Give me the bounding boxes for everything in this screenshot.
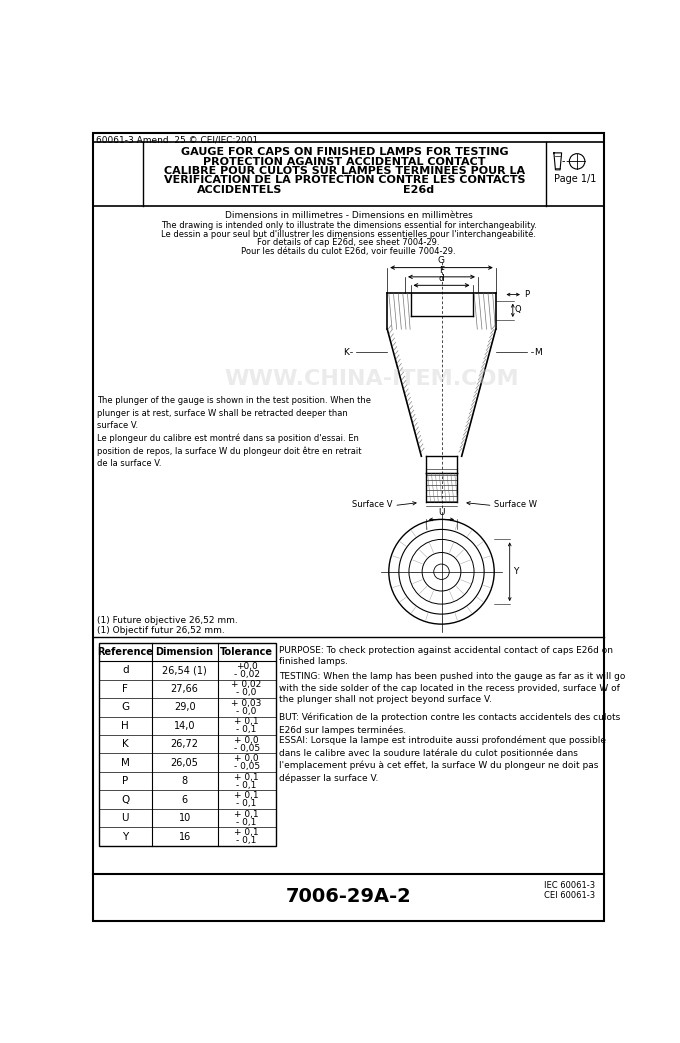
Text: 26,54 (1): 26,54 (1) [163, 665, 207, 675]
Text: M: M [121, 757, 130, 768]
Text: - 0,1: - 0,1 [237, 799, 257, 808]
Text: ACCIDENTELS: ACCIDENTELS [197, 186, 283, 195]
Text: + 0,1: + 0,1 [235, 792, 259, 800]
Text: Dimension: Dimension [156, 647, 214, 657]
Text: K: K [343, 347, 348, 357]
Text: 7006-29A-2: 7006-29A-2 [286, 888, 411, 906]
Text: - 0,1: - 0,1 [237, 818, 257, 826]
Text: K: K [122, 739, 129, 749]
Text: Q: Q [514, 306, 521, 314]
Text: 16: 16 [178, 831, 190, 842]
Text: - 0,0: - 0,0 [237, 688, 257, 697]
Text: Le plongeur du calibre est montré dans sa position d'essai. En
position de repos: Le plongeur du calibre est montré dans s… [97, 433, 361, 468]
Text: + 0,0: + 0,0 [235, 736, 259, 745]
Text: Surface W: Surface W [494, 501, 537, 509]
Text: Surface V: Surface V [352, 501, 392, 509]
Text: The drawing is intended only to illustrate the dimensions essential for intercha: The drawing is intended only to illustra… [160, 221, 537, 229]
Text: 27,66: 27,66 [171, 684, 199, 694]
Text: Page 1/1: Page 1/1 [554, 174, 596, 185]
Text: + 0,1: + 0,1 [235, 718, 259, 726]
Text: d: d [439, 274, 444, 283]
Text: P: P [524, 290, 530, 299]
Text: - 0,1: - 0,1 [237, 836, 257, 845]
Text: 26,72: 26,72 [171, 739, 199, 749]
Text: PURPOSE: To check protection against accidental contact of caps E26d on
finished: PURPOSE: To check protection against acc… [279, 646, 613, 666]
Text: (1) Future objective 26,52 mm.: (1) Future objective 26,52 mm. [97, 615, 237, 625]
Text: U: U [438, 508, 445, 517]
Text: WWW.CHINA-ITEM.COM: WWW.CHINA-ITEM.COM [224, 369, 519, 389]
Text: Pour les détails du culot E26d, voir feuille 7004-29.: Pour les détails du culot E26d, voir feu… [241, 247, 456, 256]
Text: E26d: E26d [403, 186, 434, 195]
Text: CALIBRE POUR CULOTS SUR LAMPES TERMINEES POUR LA: CALIBRE POUR CULOTS SUR LAMPES TERMINEES… [164, 166, 525, 176]
Text: (1) Objectif futur 26,52 mm.: (1) Objectif futur 26,52 mm. [97, 626, 224, 634]
Text: - 0,0: - 0,0 [237, 706, 257, 715]
Text: Y: Y [122, 831, 129, 842]
Text: Q: Q [121, 795, 129, 805]
Text: F: F [122, 684, 129, 694]
Text: Le dessin a pour seul but d'illustrer les dimensions essentielles pour l'interch: Le dessin a pour seul but d'illustrer le… [161, 229, 536, 239]
Text: M: M [534, 347, 542, 357]
Text: + 0,0: + 0,0 [235, 754, 259, 763]
Text: 10: 10 [178, 814, 190, 823]
Text: + 0,03: + 0,03 [231, 699, 262, 708]
Text: - 0,1: - 0,1 [237, 725, 257, 734]
Text: U: U [122, 814, 129, 823]
Text: 8: 8 [182, 776, 188, 786]
Text: 60061-3 Amend. 25 © CEI/IEC:2001: 60061-3 Amend. 25 © CEI/IEC:2001 [96, 136, 258, 145]
Text: - 0,1: - 0,1 [237, 780, 257, 790]
Text: TESTING: When the lamp has been pushed into the gauge as far as it will go
with : TESTING: When the lamp has been pushed i… [279, 672, 625, 704]
Text: The plunger of the gauge is shown in the test position. When the
plunger is at r: The plunger of the gauge is shown in the… [97, 396, 371, 430]
Text: BUT: Vérification de la protection contre les contacts accidentels des culots
E2: BUT: Vérification de la protection contr… [279, 712, 620, 734]
Text: For details of cap E26d, see sheet 7004-29.: For details of cap E26d, see sheet 7004-… [257, 239, 440, 247]
Text: 6: 6 [182, 795, 188, 805]
Text: VERIFICATION DE LA PROTECTION CONTRE LES CONTACTS: VERIFICATION DE LA PROTECTION CONTRE LES… [164, 175, 526, 186]
Text: H: H [122, 721, 129, 731]
Text: - 0,02: - 0,02 [234, 670, 260, 679]
Text: - 0,05: - 0,05 [233, 762, 260, 771]
Text: GAUGE FOR CAPS ON FINISHED LAMPS FOR TESTING: GAUGE FOR CAPS ON FINISHED LAMPS FOR TES… [181, 147, 509, 157]
Text: 29,0: 29,0 [174, 702, 195, 712]
Text: + 0,1: + 0,1 [235, 828, 259, 838]
Text: G: G [438, 257, 445, 265]
Text: d: d [122, 665, 129, 675]
Text: 14,0: 14,0 [174, 721, 195, 731]
Text: CEI 60061-3: CEI 60061-3 [544, 891, 595, 899]
Text: + 0,1: + 0,1 [235, 809, 259, 819]
Text: ESSAI: Lorsque la lampe est introduite aussi profondément que possible
dans le c: ESSAI: Lorsque la lampe est introduite a… [279, 735, 606, 782]
Text: Tolerance: Tolerance [220, 647, 273, 657]
Text: + 0,02: + 0,02 [231, 680, 262, 689]
Text: PROTECTION AGAINST ACCIDENTAL CONTACT: PROTECTION AGAINST ACCIDENTAL CONTACT [203, 156, 486, 167]
Text: Y: Y [513, 567, 518, 577]
Text: G: G [121, 702, 129, 712]
Text: Reference: Reference [97, 647, 153, 657]
Text: P: P [122, 776, 129, 786]
Text: 26,05: 26,05 [171, 757, 199, 768]
Bar [99, 642, 275, 846]
Text: +0,0: +0,0 [236, 662, 258, 671]
Text: - 0,05: - 0,05 [233, 744, 260, 753]
Text: F: F [439, 266, 444, 274]
Text: IEC 60061-3: IEC 60061-3 [544, 881, 595, 891]
Text: + 0,1: + 0,1 [235, 773, 259, 782]
Text: Dimensions in millimetres - Dimensions en millimètres: Dimensions in millimetres - Dimensions e… [224, 212, 473, 220]
